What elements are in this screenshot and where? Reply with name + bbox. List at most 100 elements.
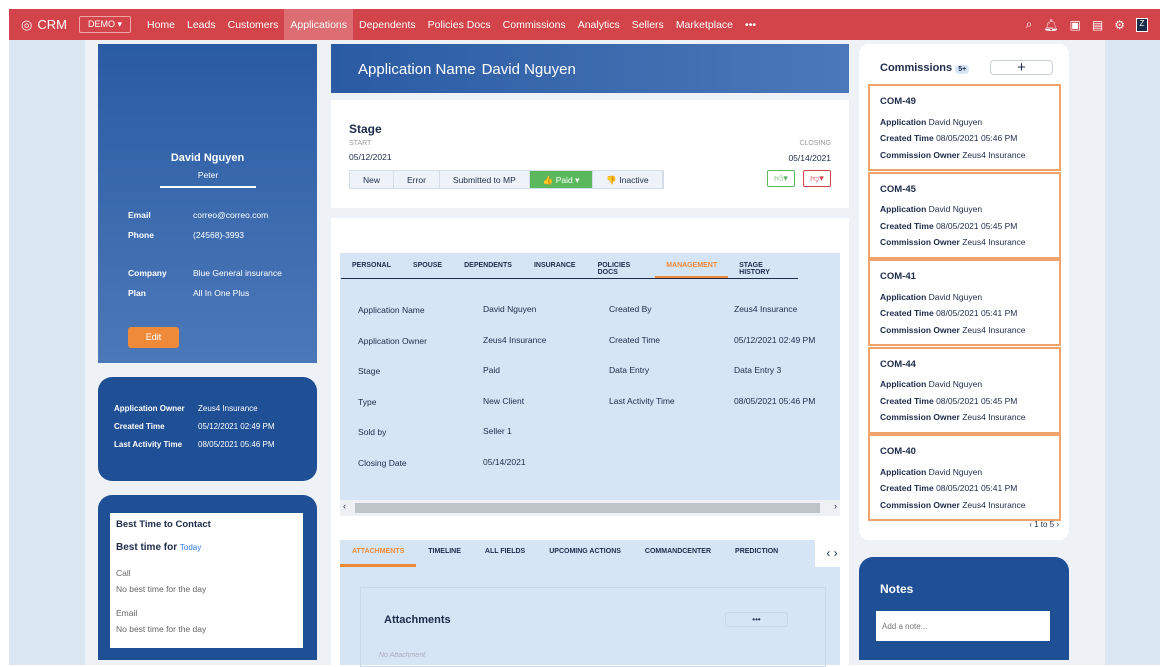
mgmt-label: Closing Date: [358, 457, 407, 468]
commissions-card: Commissions 5+ + COM-49 Application David…: [859, 44, 1069, 540]
commission-label: Application: [880, 116, 927, 127]
stage-step[interactable]: Error: [394, 171, 440, 188]
count-badge: 5+: [955, 65, 970, 74]
nav-dependents[interactable]: Dependents: [359, 18, 416, 31]
stage-step[interactable]: New: [350, 171, 395, 188]
tab-attachments[interactable]: ATTACHMENTS: [340, 548, 417, 567]
commission-value: 08/05/2021 05:46 PM: [936, 133, 1018, 143]
profile-subtitle: Peter: [160, 170, 256, 188]
edit-button[interactable]: Edit: [128, 327, 179, 348]
mgmt-label: Created By: [609, 304, 652, 314]
info-label: Last Activity Time: [114, 440, 183, 449]
commission-value: Zeus4 Insurance: [962, 149, 1026, 160]
profile-name: David Nguyen: [170, 152, 245, 164]
field-label: Email: [128, 210, 151, 220]
commission-value: David Nguyen: [928, 116, 983, 127]
field-label: Company: [128, 268, 167, 278]
detail-section: PERSONAL SPOUSE DEPENDENTS INSURANCE POLICIE…: [331, 218, 849, 667]
tab-personal[interactable]: PERSONAL: [352, 262, 391, 269]
more-button[interactable]: •••: [725, 612, 788, 627]
commission-value: 08/05/2021 05:41 PM: [936, 308, 1018, 318]
mgmt-value: New Client: [483, 395, 525, 406]
demo-dropdown[interactable]: DEMO ▾: [78, 16, 131, 33]
commission-id: COM-44: [880, 358, 916, 370]
nav-policies-docs[interactable]: Policies Docs: [427, 18, 491, 31]
tab-prediction[interactable]: PREDICTION: [735, 548, 779, 555]
commission-label: Application: [880, 466, 927, 477]
thumbs-up-button[interactable]: 👍︎▾: [767, 170, 795, 187]
commission-label: Commission Owner: [880, 324, 960, 335]
profile-card: David Nguyen Peter Email correo@correo.co…: [98, 44, 317, 363]
commission-item[interactable]: COM-45 Application David Nguyen Created Ti…: [868, 171, 1061, 259]
attachments-panel: Attachments ••• No Attachment: [360, 587, 826, 667]
mgmt-value: Zeus4 Insurance: [483, 334, 547, 345]
commission-value: 08/05/2021 05:45 PM: [936, 395, 1018, 406]
notes-title: Notes: [880, 582, 914, 596]
tab-dependents[interactable]: DEPENDENTS: [464, 262, 512, 269]
call-value: No best time for the day: [116, 584, 207, 594]
avatar[interactable]: Z: [1136, 17, 1148, 32]
stage-step[interactable]: Submitted to MP: [440, 171, 530, 188]
mgmt-value: 05/14/2021: [483, 456, 526, 467]
stage-card: Stage START 05/12/2021 CLOSING 05/14/202…: [331, 100, 849, 208]
tab-all-fields[interactable]: ALL FIELDS: [484, 548, 526, 555]
commission-label: Created Time: [880, 308, 934, 318]
nav-customers[interactable]: Customers: [227, 18, 279, 31]
stage-step[interactable]: 👍 Paid ▾: [529, 171, 594, 188]
pager[interactable]: ‹ 1 to 5 ›: [1029, 520, 1059, 529]
mgmt-value: David Nguyen: [483, 304, 537, 314]
crm-logo[interactable]: ◎ CRM: [21, 16, 67, 33]
commission-item[interactable]: COM-49 Application David Nguyen Created Ti…: [868, 84, 1061, 171]
tab-upcoming-actions[interactable]: UPCOMING ACTIONS: [549, 548, 621, 555]
nav-applications[interactable]: Applications: [284, 9, 353, 40]
tab-stage-history[interactable]: STAGE HISTORY: [739, 262, 770, 276]
stage-step[interactable]: 👎 Inactive: [593, 171, 663, 188]
mgmt-value: Seller 1: [483, 426, 512, 436]
mgmt-value: Paid: [483, 365, 501, 375]
calendar-icon[interactable]: ▤: [1091, 17, 1104, 32]
tab-policies-docs[interactable]: POLICIES DOCS: [597, 262, 631, 276]
best-time-for: Best time for: [116, 542, 178, 553]
nav-marketplace[interactable]: Marketplace: [675, 18, 734, 31]
top-nav: ◎ CRM DEMO ▾ Home Leads Customers Applicatio…: [9, 9, 1160, 40]
horizontal-scrollbar[interactable]: ‹ ›: [340, 500, 840, 516]
nav-home[interactable]: Home: [146, 18, 175, 31]
gear-icon[interactable]: ⚙: [1114, 17, 1125, 32]
commission-item[interactable]: COM-41 Application David Nguyen Created Ti…: [868, 259, 1061, 346]
today-link[interactable]: Today: [179, 543, 202, 552]
mgmt-value: 08/05/2021 05:46 PM: [734, 395, 816, 406]
tab-scroll-arrows[interactable]: ‹ ›: [815, 540, 849, 567]
stage-title: Stage: [349, 122, 382, 136]
commission-label: Created Time: [880, 395, 934, 406]
commission-id: COM-41: [880, 271, 916, 282]
tab-spouse[interactable]: SPOUSE: [412, 262, 443, 269]
nav-analytics[interactable]: Analytics: [577, 18, 620, 31]
tab-timeline[interactable]: TIMELINE: [428, 548, 461, 555]
mgmt-label: Created Time: [609, 334, 661, 345]
commission-item[interactable]: COM-40 Application David Nguyen Created Ti…: [868, 434, 1061, 521]
mgmt-label: Type: [358, 396, 377, 407]
thumbs-down-button[interactable]: 👎︎▾: [803, 170, 831, 187]
commission-item[interactable]: COM-44 Application David Nguyen Created Ti…: [868, 346, 1061, 434]
bell-icon[interactable]: 🔔︎: [1043, 17, 1059, 32]
info-value: 08/05/2021 05:46 PM: [198, 440, 275, 449]
notes-card: Notes: [859, 557, 1069, 660]
info-label: Application Owner: [114, 404, 185, 413]
add-commission-button[interactable]: +: [990, 60, 1053, 75]
commission-value: David Nguyen: [928, 379, 983, 389]
tab-insurance[interactable]: INSURANCE: [533, 262, 576, 269]
add-task-icon[interactable]: ▣: [1069, 17, 1081, 32]
commission-label: Created Time: [880, 220, 934, 231]
search-icon[interactable]: ⌕: [1025, 17, 1033, 31]
tab-management[interactable]: MANAGEMENT: [655, 262, 729, 278]
field-value: Blue General insurance: [193, 268, 282, 278]
nav-leads[interactable]: Leads: [187, 18, 216, 31]
commission-id: COM-45: [880, 183, 916, 195]
nav--[interactable]: •••: [745, 18, 757, 31]
mgmt-value: Zeus4 Insurance: [734, 304, 798, 314]
nav-commissions[interactable]: Commissions: [502, 18, 566, 31]
note-input[interactable]: [876, 611, 1050, 641]
nav-sellers[interactable]: Sellers: [631, 18, 664, 31]
commission-label: Commission Owner: [880, 499, 960, 510]
tab-commandcenter[interactable]: COMMANDCENTER: [644, 548, 712, 555]
